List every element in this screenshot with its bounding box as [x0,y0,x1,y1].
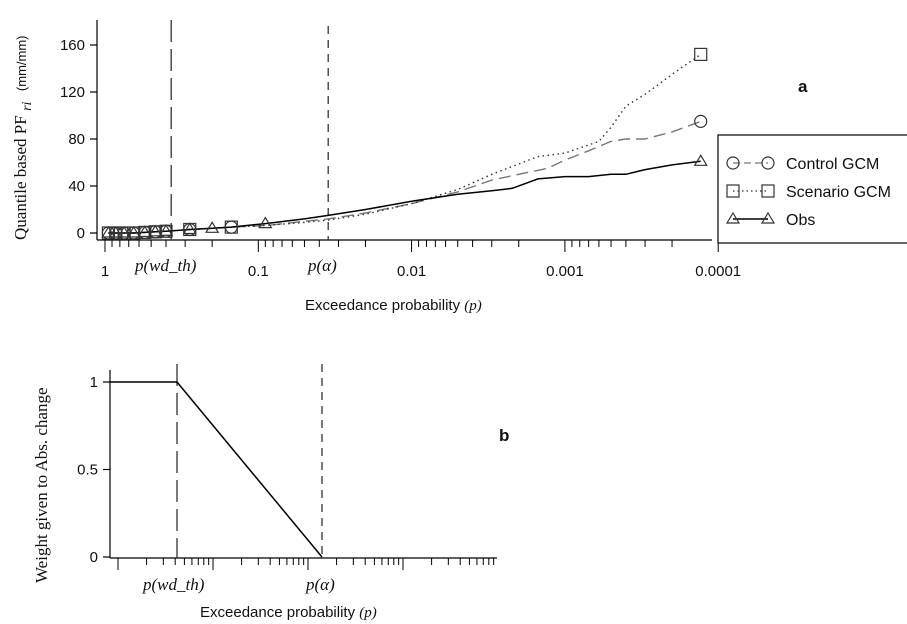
panel-a-annotation-palpha: p(α) [307,256,337,275]
marker-scenario-gcm [694,47,708,62]
legend: Control GCM Scenario GCM Obs [717,134,907,244]
panel-a-xlabel: Exceedance probability (p) [305,297,482,314]
panel-b: 00.51 b p(wd_th) p(α) Exceedance probabi… [32,364,509,621]
panel-b-y-tick-label: 1 [90,374,98,391]
marker-obs [205,221,220,233]
panel-a-x-tick-label: 0.0001 [695,263,741,280]
marker-scenario-gcm [224,220,238,234]
legend-label-obs: Obs [786,212,815,229]
panel-a-x-tick-label: 1 [101,263,109,280]
panel-a-x-tick-label: 0.001 [546,263,584,280]
series-line-scenario-gcm [108,53,702,234]
legend-box [717,134,907,244]
marker-obs [126,225,141,238]
series-line-control-gcm [108,120,701,234]
legend-entry-control-gcm: Control GCM [726,156,879,173]
panel-b-series [110,381,323,558]
panel-a-y-tick-label: 0 [77,225,85,242]
marker-obs [148,224,163,237]
panel-a-annotation-pwdth: p(wd_th) [134,256,197,275]
legend-marker-scenario-gcm-left [726,184,740,198]
panel-a-threshold-lines [170,20,329,240]
legend-entry-scenario-gcm: Scenario GCM [726,184,891,201]
panel-a-y-tick-label: 160 [60,37,85,54]
panel-a-markers [101,47,708,240]
series-line-obs [108,160,701,234]
legend-marker-obs-left [725,211,741,224]
panel-a-x-tick-label: 0.1 [248,263,269,280]
panel-b-annotation-palpha: p(α) [305,575,335,594]
panel-a-y-tick-label: 80 [68,131,85,148]
panel-a-series [108,53,702,234]
marker-obs [108,225,123,238]
legend-marker-obs-right [760,211,776,224]
panel-a-y-tick-label: 40 [68,178,85,195]
marker-obs [258,216,273,229]
marker-obs [693,154,708,166]
legend-entry-obs: Obs [725,211,815,229]
legend-marker-scenario-gcm-right [761,184,775,198]
panel-b-ylabel: Weight given to Abs. change [32,387,51,583]
panel-a-letter: a [798,77,808,96]
marker-obs [182,222,197,235]
marker-obs [117,225,132,238]
panel-b-axes: 00.51 [77,370,497,570]
panel-b-xlabel: Exceedance probability (p) [200,604,377,621]
marker-obs [158,224,174,236]
marker-obs [101,225,116,238]
panel-b-threshold-lines [176,364,323,558]
panel-a: 0 40 80 120 160 1 0.1 0.01 0.001 0.0001 a p(wd_th… [11,20,907,314]
legend-label-scenario-gcm: Scenario GCM [786,184,891,201]
legend-marker-control-gcm-left [726,156,740,170]
panel-b-letter: b [499,426,509,445]
panel-b-annotation-pwdth: p(wd_th) [142,575,205,594]
panel-a-y-tick-label: 120 [60,84,85,101]
panel-a-ylabel: Quantile based PF ri (mm/mm) [11,36,35,241]
panel-b-y-tick-label: 0.5 [77,462,98,479]
panel-a-axes: 0 40 80 120 160 1 0.1 0.01 0.001 0.0001 [60,20,741,280]
panel-a-x-tick-label: 0.01 [397,263,426,280]
marker-obs [137,225,152,238]
legend-marker-control-gcm-right [761,156,775,170]
panel-b-y-tick-label: 0 [90,549,98,566]
marker-control-gcm [694,114,708,128]
legend-label-control-gcm: Control GCM [786,156,879,173]
series-line-weight [110,381,323,558]
